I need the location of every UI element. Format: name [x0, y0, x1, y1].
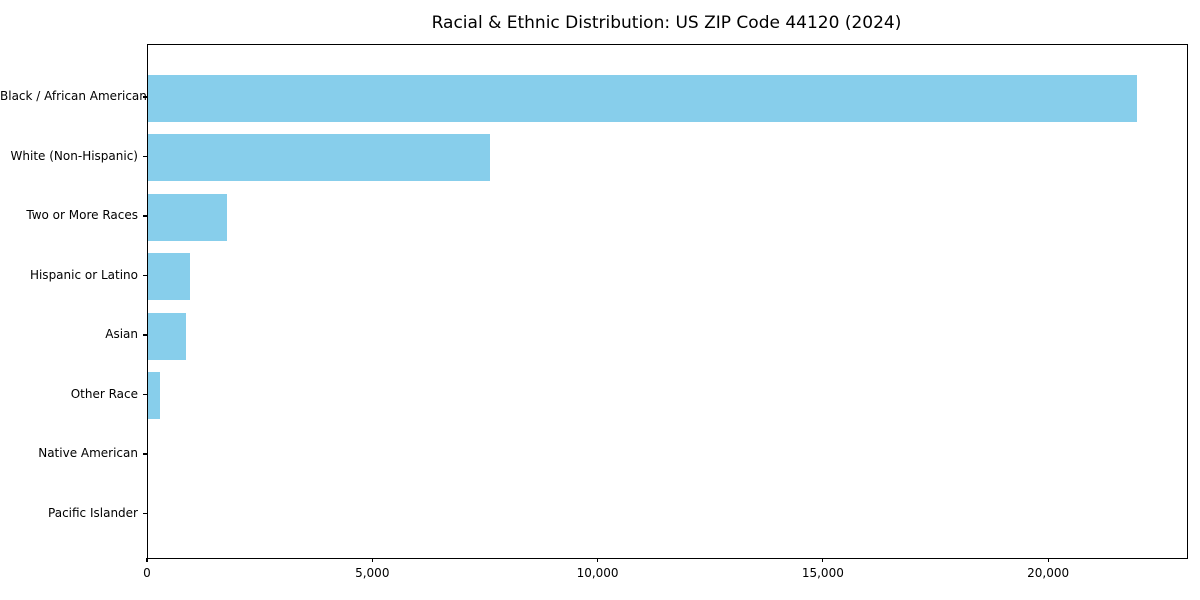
bar-hispanic-or-latino — [148, 253, 190, 300]
y-tick-mark — [143, 393, 147, 396]
y-tick-mark — [143, 215, 147, 217]
y-tick-mark — [143, 453, 147, 455]
y-tick-mark — [143, 512, 147, 515]
x-tick-mark — [146, 558, 148, 563]
x-tick-label-5000: 5,000 — [355, 566, 390, 580]
x-tick-label-20000: 20,000 — [1027, 566, 1070, 580]
x-tick-label-15000: 15,000 — [801, 566, 844, 580]
x-tick-mark — [371, 558, 373, 563]
bar-other-race — [148, 372, 160, 419]
plot-area — [147, 44, 1188, 559]
y-tick-label-asian: Asian — [105, 327, 138, 341]
y-tick-label-native-american: Native American — [38, 446, 138, 460]
x-tick-mark — [1047, 558, 1049, 563]
x-tick-label-10000: 10,000 — [576, 566, 619, 580]
y-tick-mark — [143, 96, 147, 98]
y-tick-label-pacific-islander: Pacific Islander — [48, 505, 138, 520]
y-tick-mark — [143, 155, 147, 158]
bar-asian — [148, 312, 186, 360]
y-tick-label-black-african-american: Black / African American — [0, 89, 147, 103]
bar-white-non-hispanic — [148, 134, 490, 181]
y-tick-label-other-race: Other Race — [70, 386, 138, 401]
bar-black-african-american — [148, 74, 1137, 122]
y-tick-label-two-or-more-races: Two or More Races — [26, 208, 138, 222]
x-tick-label-0: 0 — [143, 566, 151, 580]
x-tick-mark — [822, 558, 824, 563]
y-tick-mark — [143, 334, 147, 336]
x-tick-mark — [596, 558, 599, 563]
chart-title: Racial & Ethnic Distribution: US ZIP Cod… — [431, 13, 902, 33]
y-tick-label-white-non-hispanic: White (Non-Hispanic) — [10, 148, 138, 163]
bar-two-or-more-races — [148, 193, 227, 241]
y-tick-mark — [143, 274, 147, 277]
y-tick-label-hispanic-or-latino: Hispanic or Latino — [29, 267, 138, 282]
